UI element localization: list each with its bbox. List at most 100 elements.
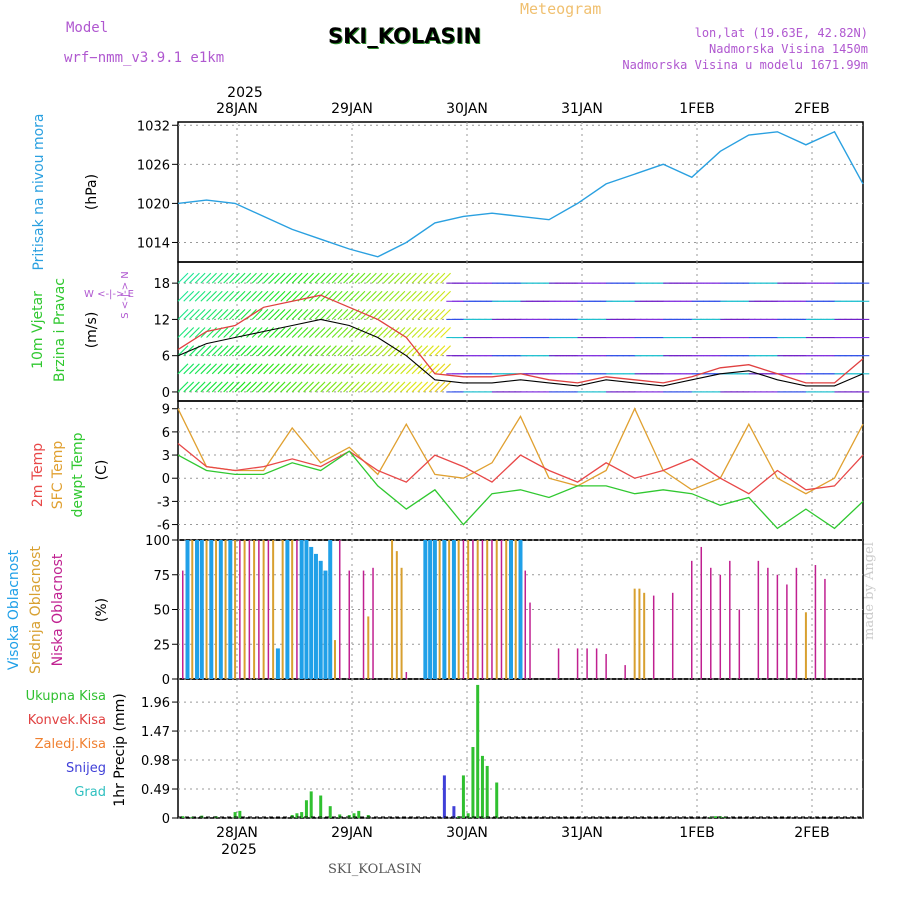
wind-barb [400,309,412,320]
wind-barb [297,345,309,357]
wind-barb [177,309,189,320]
wind-barb [286,327,297,338]
cloud-bar-2 [267,540,270,679]
wind-barb [388,309,400,320]
wind-barb [417,327,429,338]
wind-barb [268,327,280,338]
top-date-tick: 1FEB [679,101,714,117]
wind-barb [394,327,406,338]
wind-barb [217,272,229,284]
wind-barb [326,272,337,284]
wind-barb [228,309,240,320]
wind-barb [394,363,406,375]
cloud-bar-2 [605,653,607,679]
precip-bar-0 [480,755,484,818]
wind-barb [223,290,235,302]
wind-barb [343,290,354,302]
cloud-bar-0 [323,570,328,679]
coords-label: lon,lat (19.63E, 42.82N) [694,26,868,40]
wind-barb [423,309,434,320]
wind-barb [194,345,206,357]
wind-barb [274,381,286,393]
wind-barb [365,309,377,320]
wind-barb [257,290,269,302]
wind-barb [423,345,434,357]
cloud-bar-2 [700,546,703,679]
top-year-label: 2025 [227,85,263,101]
wind-barb [383,345,394,357]
cloud-bar-1 [367,616,370,679]
wind-barb [206,272,217,284]
wind-barb [257,345,269,357]
wind-ytick-label: 12 [153,313,170,328]
wind-barb [326,363,337,375]
wind-gust-line [177,294,864,384]
wind-barb [286,272,297,284]
cloud-bar-0 [328,540,333,679]
cloud-bar-2 [710,567,712,679]
cloud-bar-0 [199,540,204,679]
precip-bar-0 [485,765,489,818]
wind-barb [297,327,309,338]
cloud-bar-1 [333,640,336,679]
cloud-bar-2 [719,574,722,679]
wind-barb [320,345,332,357]
wind-barb [291,381,303,393]
bottom-year-label: 2025 [221,842,257,858]
wind-barb [343,363,354,375]
wind-compass-we: W <-|-> E [84,289,134,300]
top-date-tick: 31JAN [561,101,603,117]
cloud-bar-2 [595,648,598,679]
cloud-bar-1 [281,540,284,679]
wind-barb [394,381,406,393]
wind-barb [211,327,223,338]
wind-barb [371,381,383,393]
precip-bar-0 [466,813,470,818]
wind-barb [365,345,377,357]
wind-barb [383,381,394,393]
precip-bar-0 [471,747,475,818]
precip-bar-0 [476,684,480,818]
wind-barb [365,290,377,302]
wind-barb [428,272,440,284]
wind-barb [331,345,343,357]
wind-barb [286,345,297,357]
wind-unit: (m/s) [84,312,100,349]
wind-barb [240,309,252,320]
cloud-label-3: Niska Oblacnost [50,553,66,666]
cloud-bar-2 [348,570,350,679]
wind-barb [217,309,229,320]
wind-barb [246,345,257,357]
wind-barb [211,309,223,320]
wind-barb [274,309,286,320]
wind-barb [189,272,200,284]
wind-barb [240,345,252,357]
wind-ytick-label: 0 [162,386,170,401]
wind-barb [411,309,423,320]
cloud-bar-2 [481,540,484,679]
elevation-label: Nadmorska Visina 1450m [709,42,868,56]
cloud-ytick-label: 25 [153,638,170,653]
wind-barb [360,345,372,357]
wind-barb [223,381,235,393]
wind-barb [417,363,429,375]
wind-barb [286,290,297,302]
wind-barb [388,272,400,284]
wind-ytick-label: 18 [153,277,170,292]
wind-barb [428,381,440,393]
wind-barb [217,363,229,375]
wind-barb [274,290,286,302]
wind-barb [274,345,286,357]
wind-barb [394,345,406,357]
wind-barb [263,381,275,393]
wind-barb [206,309,217,320]
wind-barb [206,290,217,302]
wind-barb [326,327,337,338]
temp-ytick-label: -6 [157,519,170,534]
cloud-bar-2 [786,584,788,679]
wind-barb [423,272,434,284]
wind-barb [314,363,326,375]
precip-legend-item: Ukupna Kisa [26,689,106,704]
pressure-ytick-label: 1026 [137,158,170,173]
wind-barb [394,290,406,302]
